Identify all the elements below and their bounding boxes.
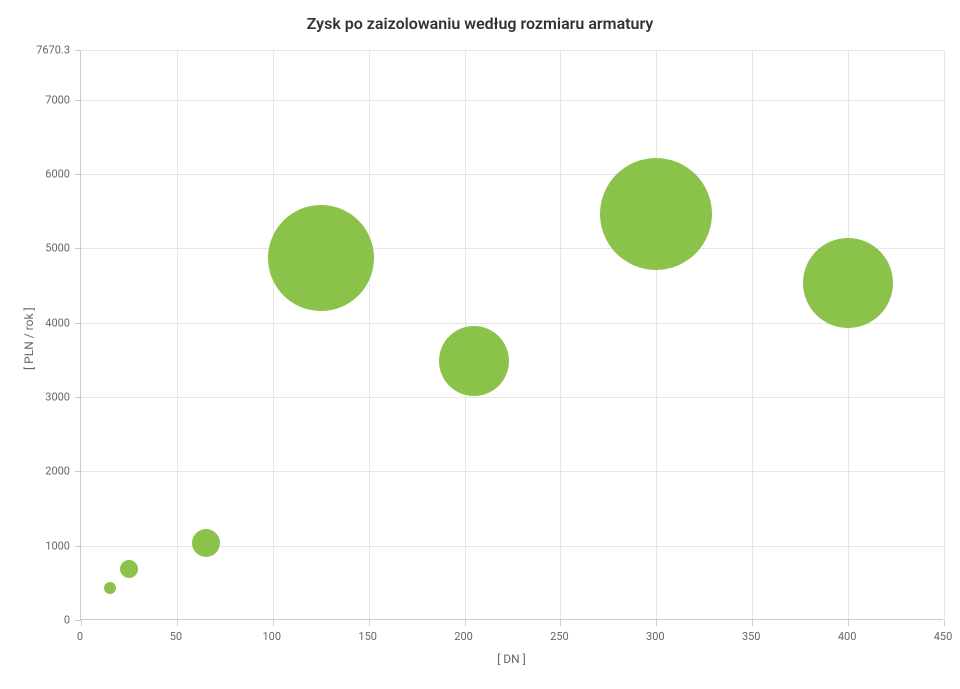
y-tick-label: 2000 [45,465,70,478]
x-tick-mark [465,620,466,626]
x-tick-label: 400 [838,630,857,643]
y-tick-mark [75,248,81,249]
bubble-point[interactable] [600,158,712,270]
y-tick-label: 7000 [45,93,70,106]
bubble-point[interactable] [268,205,374,311]
x-tick-label: 100 [262,630,281,643]
y-tick-mark [75,323,81,324]
chart-title: Zysk po zaizolowaniu według rozmiaru arm… [0,14,960,33]
gridline-vertical [656,50,657,619]
gridline-vertical [848,50,849,619]
gridline-horizontal [81,323,943,324]
x-tick-mark [656,620,657,626]
gridline-vertical [369,50,370,619]
bubble-chart: Zysk po zaizolowaniu według rozmiaru arm… [0,0,960,689]
x-tick-label: 450 [934,630,953,643]
y-tick-label: 3000 [45,391,70,404]
bubble-point[interactable] [120,560,138,578]
gridline-horizontal [81,100,943,101]
gridline-horizontal [81,397,943,398]
x-tick-label: 250 [550,630,569,643]
y-tick-mark [75,546,81,547]
gridline-horizontal [81,471,943,472]
gridline-vertical [560,50,561,619]
gridline-vertical [752,50,753,619]
y-tick-mark [75,397,81,398]
y-tick-label: 7670.3 [36,44,70,57]
x-tick-mark [81,620,82,626]
y-tick-label: 1000 [45,539,70,552]
x-tick-label: 150 [358,630,377,643]
x-tick-mark [273,620,274,626]
gridline-horizontal [81,50,943,51]
y-tick-mark [75,471,81,472]
bubble-point[interactable] [104,582,116,594]
x-tick-mark [177,620,178,626]
gridline-vertical [944,50,945,619]
plot-area [80,50,943,620]
y-tick-mark [75,174,81,175]
bubble-point[interactable] [439,326,509,396]
y-axis-label: [ PLN / rok ] [22,307,36,370]
x-tick-mark [560,620,561,626]
x-tick-label: 300 [646,630,665,643]
x-tick-label: 50 [170,630,182,643]
y-tick-mark [75,100,81,101]
bubble-point[interactable] [803,238,893,328]
x-tick-mark [752,620,753,626]
x-tick-label: 0 [77,630,83,643]
gridline-horizontal [81,248,943,249]
y-tick-label: 5000 [45,242,70,255]
y-tick-label: 4000 [45,316,70,329]
x-tick-label: 200 [454,630,473,643]
bubble-point[interactable] [192,529,220,557]
gridline-horizontal [81,174,943,175]
x-axis-label: [ DN ] [80,652,943,666]
y-tick-mark [75,50,81,51]
gridline-vertical [177,50,178,619]
x-tick-mark [944,620,945,626]
gridline-vertical [273,50,274,619]
x-tick-label: 350 [742,630,761,643]
x-tick-mark [369,620,370,626]
x-tick-mark [848,620,849,626]
y-tick-label: 6000 [45,168,70,181]
y-tick-label: 0 [64,614,70,627]
